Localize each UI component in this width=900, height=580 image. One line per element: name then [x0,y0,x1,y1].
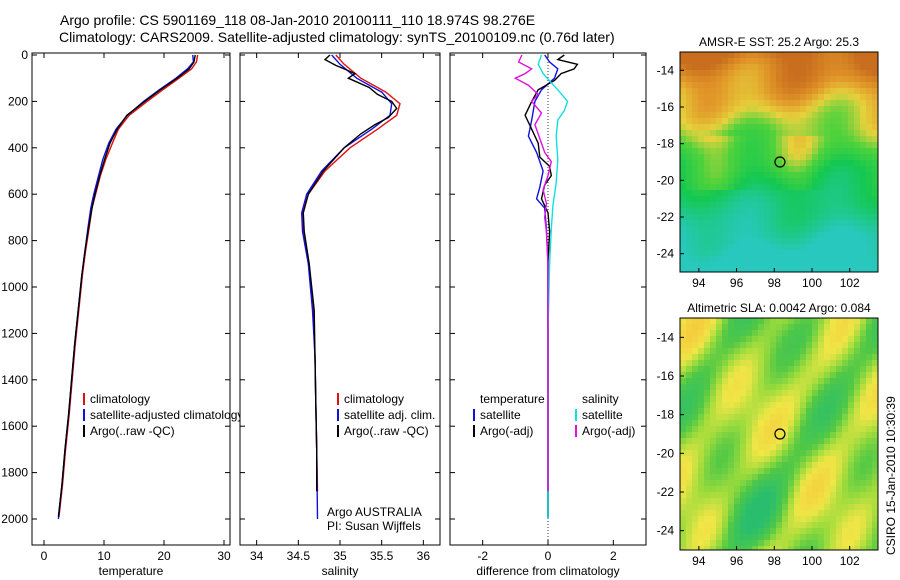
argo-float-marker [774,156,786,168]
x-tick-label: 34 [250,549,264,563]
map-x-tick-label: 100 [802,276,822,290]
x-tick-label: 10 [97,549,111,563]
map-x-tick-label: 94 [692,276,706,290]
x-tick-label: 0 [545,549,552,563]
y-tick-label: 1800 [1,466,28,480]
argo-float-marker [774,428,786,440]
map-y-tick-label: -22 [657,210,675,224]
temperature-frame [31,52,231,546]
map-x-tick-label: 102 [840,276,860,290]
legend-entry: satellite-adjusted climatology [90,408,243,422]
argo-annotation: PI: Susan Wijffels [327,519,421,533]
map-y-tick-label: -18 [657,408,675,422]
temperature-panel: 0 10 20 30 temperature 0 200 400 600 800 1000 1200 1… [1,48,243,578]
x-tick-label: 30 [217,549,231,563]
y-tick-label: 1000 [1,280,28,294]
x-tick-label: 36 [417,549,431,563]
argo-annotation: Argo AUSTRALIA [327,505,422,519]
difference-series-sal-argo [513,54,553,492]
map-x-tick-label: 98 [768,276,782,290]
map-y-tick-label: -18 [657,137,675,151]
legend-entry: salinity [582,392,619,406]
sla-map-frame [679,317,879,551]
legend-entry: climatology [90,392,150,406]
y-tick-label: 1400 [1,373,28,387]
y-tick-label: 200 [8,94,28,108]
y-tick-label: 2000 [1,512,28,526]
sst-map: AMSR-E SST: 25.2 Argo: 25.3 94 96 98 100 102 -… [657,35,879,290]
x-tick-label: 34.5 [287,549,311,563]
map-y-tick-label: -16 [657,100,675,114]
y-tick-label: 1600 [1,419,28,433]
legend-entry: Argo(-adj) [480,424,533,438]
legend-entry: Argo(..raw -QC) [344,424,429,438]
salinity-panel: 34 34.5 35 35.5 36 salinity climatology satelli… [239,52,441,578]
map-y-tick-label: -16 [657,369,675,383]
map-y-tick-label: -14 [657,330,675,344]
sla-map-field [680,318,878,550]
x-tick-label: 20 [157,549,171,563]
map-y-tick-label: -14 [657,63,675,77]
x-tick-label: -2 [477,549,488,563]
map-x-tick-label: 100 [802,554,822,568]
map-x-tick-label: 96 [730,554,744,568]
salinity-frame [239,52,441,546]
sla-map-title: Altimetric SLA: 0.0042 Argo: 0.084 [687,301,871,315]
y-tick-label: 0 [21,48,28,62]
map-y-tick-label: -22 [657,485,675,499]
csiro-timestamp: CSIRO 15-Jan-2010 10:30:39 [884,396,898,555]
y-tick-label: 400 [8,141,28,155]
figure-title-line2: Climatology: CARS2009. Satellite-adjuste… [59,29,615,45]
x-tick-label: 0 [41,549,48,563]
x-tick-label: 35.5 [370,549,394,563]
map-y-tick-label: -20 [657,173,675,187]
sst-map-frame [679,51,879,273]
difference-xlabel: difference from climatology [476,564,619,578]
map-x-tick-label: 96 [730,276,744,290]
map-y-tick-label: -20 [657,446,675,460]
map-y-tick-label: -24 [657,524,675,538]
sst-map-field [680,52,878,272]
legend-entry: temperature [480,392,545,406]
x-tick-label: 2 [610,549,617,563]
legend-entry: satellite adj. clim. [344,408,435,422]
sst-map-title: AMSR-E SST: 25.2 Argo: 25.3 [699,35,859,49]
figure-title-line1: Argo profile: CS 5901169_118 08-Jan-2010… [60,12,536,28]
difference-series-sal-satellite [537,54,569,519]
map-x-tick-label: 94 [692,554,706,568]
x-tick-label: 35 [333,549,347,563]
legend-entry: Argo(..raw -QC) [90,424,175,438]
y-tick-label: 600 [8,187,28,201]
legend-entry: satellite [582,408,623,422]
y-tick-label: 1200 [1,326,28,340]
map-x-tick-label: 102 [840,554,860,568]
legend-entry: climatology [344,392,404,406]
map-x-tick-label: 98 [768,554,782,568]
salinity-xlabel: salinity [322,564,359,578]
salinity-series-argo [302,54,398,492]
sla-map: Altimetric SLA: 0.0042 Argo: 0.084 94 96 98… [657,301,879,568]
y-tick-label: 800 [8,234,28,248]
temperature-series-argo [57,54,196,517]
legend-entry: satellite [480,408,521,422]
legend-entry: Argo(-adj) [582,424,635,438]
map-y-tick-label: -24 [657,247,675,261]
temperature-xlabel: temperature [99,564,164,578]
